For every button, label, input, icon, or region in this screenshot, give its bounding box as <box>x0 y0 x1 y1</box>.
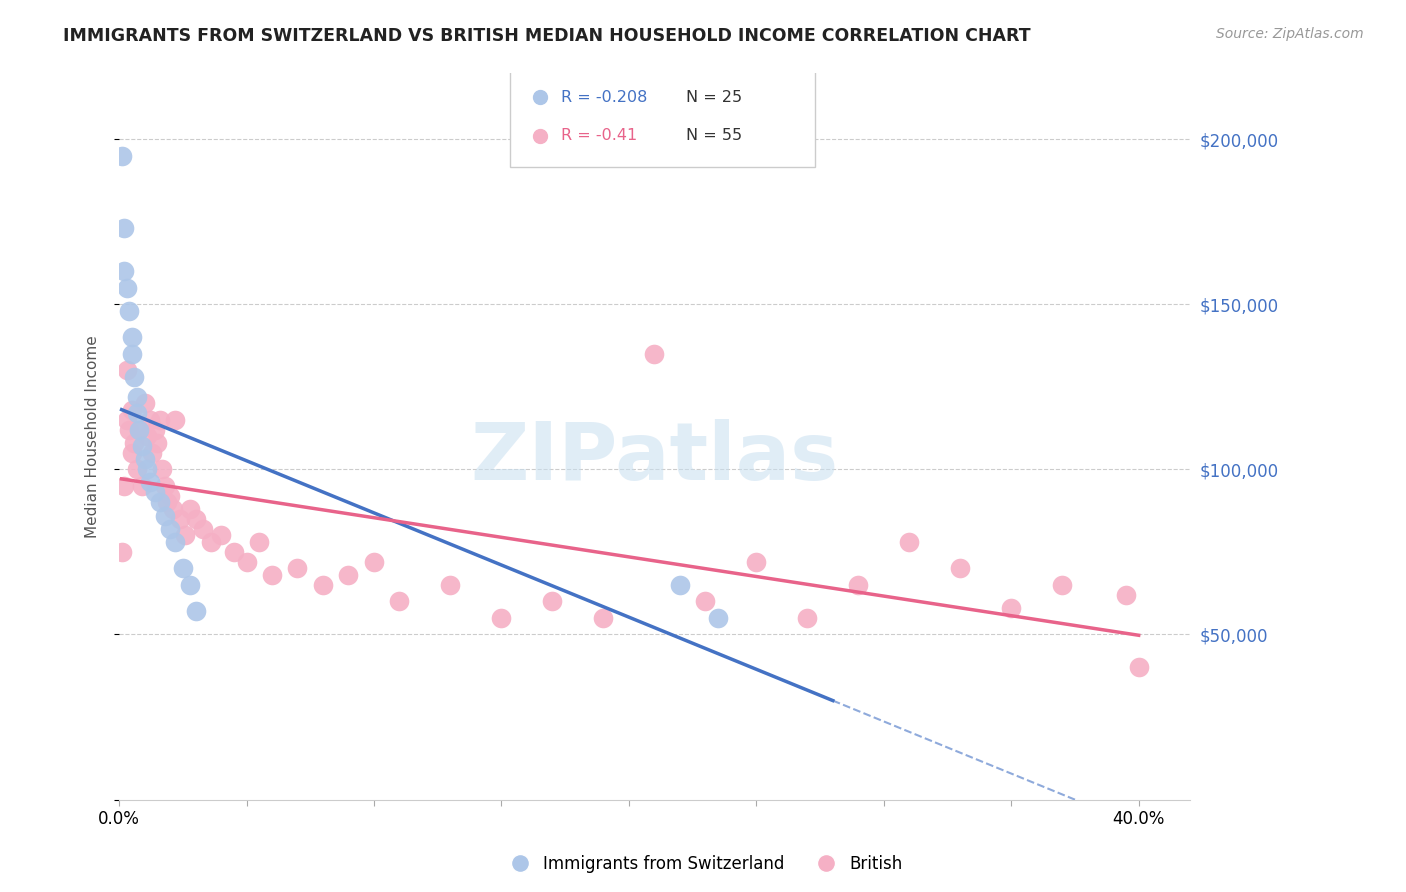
Point <box>138 475 160 490</box>
Point <box>153 508 176 523</box>
Point <box>138 413 160 427</box>
Point <box>337 568 360 582</box>
Point <box>110 148 132 162</box>
Point <box>179 578 201 592</box>
Point <box>247 535 270 549</box>
Point <box>363 555 385 569</box>
Point <box>172 561 194 575</box>
Point <box>112 264 135 278</box>
Point <box>200 535 222 549</box>
Point <box>1000 601 1022 615</box>
Point <box>143 423 166 437</box>
Point <box>125 390 148 404</box>
Text: N = 25: N = 25 <box>686 90 742 105</box>
Point <box>260 568 283 582</box>
Point <box>592 611 614 625</box>
Point <box>1050 578 1073 592</box>
Point <box>131 479 153 493</box>
Point <box>149 413 172 427</box>
Point <box>159 522 181 536</box>
Point <box>124 435 146 450</box>
Point <box>121 402 143 417</box>
FancyBboxPatch shape <box>510 66 815 168</box>
Point <box>136 429 159 443</box>
Point <box>115 363 138 377</box>
Point <box>312 578 335 592</box>
Point <box>136 462 159 476</box>
Point <box>118 303 141 318</box>
Point <box>162 502 184 516</box>
Text: Source: ZipAtlas.com: Source: ZipAtlas.com <box>1216 27 1364 41</box>
Point <box>222 545 245 559</box>
Point <box>179 502 201 516</box>
Point <box>112 221 135 235</box>
Point <box>112 479 135 493</box>
Point <box>174 528 197 542</box>
Point <box>165 535 187 549</box>
Point <box>115 280 138 294</box>
Point <box>156 495 179 509</box>
Point <box>141 446 163 460</box>
Text: R = -0.208: R = -0.208 <box>561 90 648 105</box>
Point <box>121 347 143 361</box>
Point <box>134 396 156 410</box>
Point <box>118 423 141 437</box>
Point <box>1128 660 1150 674</box>
Point <box>846 578 869 592</box>
Point <box>643 347 665 361</box>
Point <box>165 413 187 427</box>
Point <box>184 512 207 526</box>
Point <box>707 611 730 625</box>
Point <box>149 495 172 509</box>
Point <box>745 555 768 569</box>
Point <box>209 528 232 542</box>
Point <box>796 611 818 625</box>
Point <box>695 594 717 608</box>
Point <box>124 369 146 384</box>
Point <box>121 330 143 344</box>
Point <box>128 423 150 437</box>
Point <box>491 611 513 625</box>
Point <box>287 561 309 575</box>
Point <box>169 512 191 526</box>
Point <box>146 435 169 450</box>
Point <box>121 446 143 460</box>
Legend: Immigrants from Switzerland, British: Immigrants from Switzerland, British <box>496 848 910 880</box>
Point <box>541 594 564 608</box>
Point <box>134 452 156 467</box>
Point <box>669 578 692 592</box>
Point <box>388 594 411 608</box>
Point <box>128 423 150 437</box>
Point <box>115 413 138 427</box>
Point <box>898 535 921 549</box>
Point <box>193 522 215 536</box>
Y-axis label: Median Household Income: Median Household Income <box>86 334 100 538</box>
Point <box>159 489 181 503</box>
Point <box>143 485 166 500</box>
Point <box>235 555 257 569</box>
Point <box>949 561 972 575</box>
Point <box>110 545 132 559</box>
Point <box>150 462 173 476</box>
Text: IMMIGRANTS FROM SWITZERLAND VS BRITISH MEDIAN HOUSEHOLD INCOME CORRELATION CHART: IMMIGRANTS FROM SWITZERLAND VS BRITISH M… <box>63 27 1031 45</box>
Text: N = 55: N = 55 <box>686 128 742 144</box>
Text: R = -0.41: R = -0.41 <box>561 128 637 144</box>
Point <box>131 439 153 453</box>
Point <box>439 578 461 592</box>
Point <box>125 406 148 420</box>
Point <box>125 462 148 476</box>
Text: ZIPatlas: ZIPatlas <box>470 419 838 497</box>
Point <box>184 604 207 618</box>
Point <box>1115 588 1137 602</box>
Point <box>153 479 176 493</box>
